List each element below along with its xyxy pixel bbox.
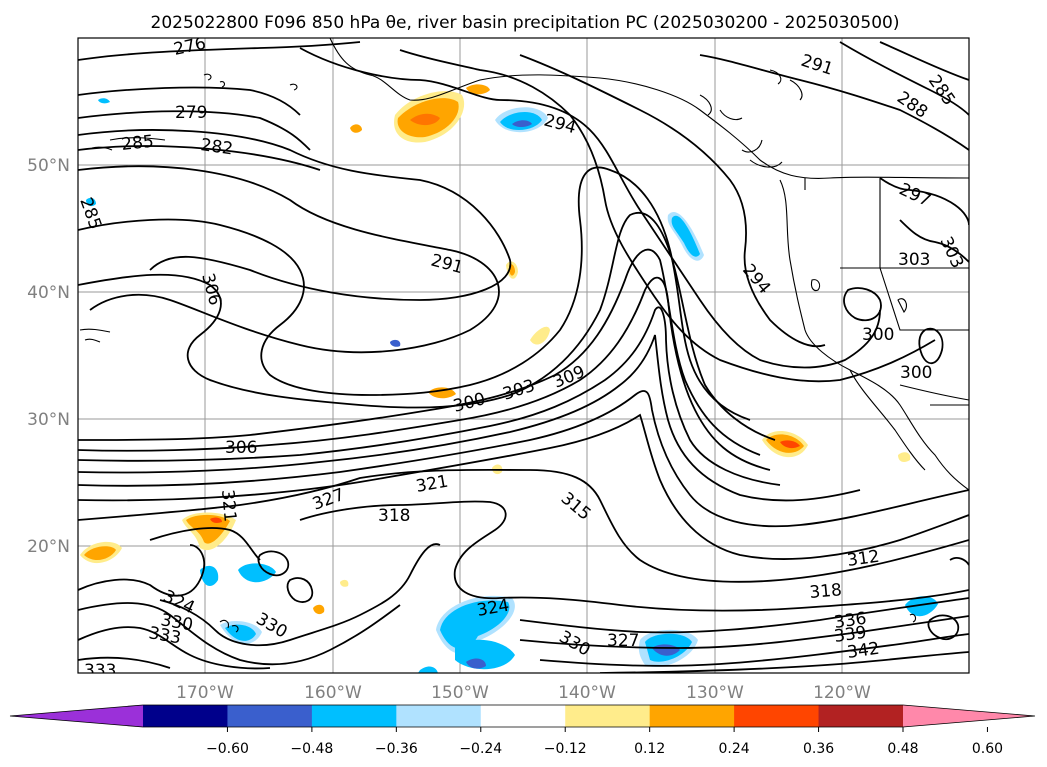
lon-label: 130°W (686, 683, 744, 703)
map-area (78, 38, 969, 673)
colorbar-segment (396, 705, 482, 727)
lon-label: 120°W (813, 683, 871, 703)
contour-label: 318 (378, 506, 410, 526)
lon-label: 150°W (431, 683, 489, 703)
contour-label: 300 (862, 325, 894, 345)
lon-label: 140°W (558, 683, 616, 703)
colorbar-segment (565, 705, 651, 727)
colorbar-segment (311, 705, 397, 727)
colorbar-tick-label: −0.36 (375, 741, 418, 757)
precip-positive-areas (80, 84, 911, 615)
contour-label: 300 (900, 363, 932, 383)
colorbar-tick-label: −0.48 (290, 741, 333, 757)
map-title: 2025022800 F096 850 hPa θe, river basin … (151, 13, 900, 33)
contour-label: 327 (607, 631, 639, 651)
colorbar-ticks: −0.60 −0.48 −0.36 −0.24 −0.12 0.12 0.24 0.36 0.4… (206, 727, 1003, 757)
colorbar-segment (143, 705, 228, 727)
lat-label: 50°N (27, 156, 70, 176)
contour-label: 339 (833, 623, 868, 647)
lon-label: 160°W (304, 683, 362, 703)
contour-label: 312 (846, 547, 881, 571)
lat-label: 20°N (27, 537, 70, 557)
contour-label: 303 (898, 250, 930, 270)
lat-label: 40°N (27, 283, 70, 303)
contour-label: 285 (120, 132, 154, 155)
colorbar-extend-left (10, 705, 143, 727)
contour-label-group: 276 279 282 285 285 291 294 291 288 285 … (78, 34, 967, 681)
colorbar-segment (818, 705, 904, 727)
colorbar-segments (143, 705, 904, 727)
colorbar-outline (9, 704, 1036, 728)
contour-label: 336 (833, 609, 868, 633)
colorbar-segment (734, 705, 820, 727)
latitude-labels: 50°N 40°N 30°N 20°N (27, 156, 70, 557)
contour-label: 306 (225, 438, 257, 458)
colorbar-extend-right (903, 705, 1035, 727)
colorbar-tick-label: 0.60 (972, 741, 1003, 757)
colorbar-tick-label: 0.12 (634, 741, 665, 757)
contour-label: 276 (172, 34, 208, 60)
colorbar-tick-label: −0.60 (206, 741, 249, 757)
theta-e-contours (78, 41, 969, 673)
contour-label: 282 (199, 135, 234, 159)
lon-label: 170°W (176, 683, 234, 703)
colorbar-tick-label: −0.12 (544, 741, 587, 757)
contour-label: 279 (175, 103, 207, 123)
contour-label: 318 (809, 580, 843, 603)
colorbar-tick-label: 0.36 (803, 741, 834, 757)
contour-label: 321 (217, 489, 240, 523)
contour-label: 342 (846, 639, 881, 663)
map-frame (77, 37, 970, 674)
contour-label: 333 (84, 661, 116, 681)
longitude-labels: 170°W 160°W 150°W 140°W 130°W 120°W (176, 683, 871, 703)
colorbar-segment (480, 705, 566, 727)
colorbar-tick-label: −0.24 (459, 741, 502, 757)
colorbar-tick-label: 0.48 (887, 741, 918, 757)
colorbar: −0.60 −0.48 −0.36 −0.24 −0.12 0.12 0.24 0.36 0.4… (9, 704, 1036, 757)
colorbar-tick-label: 0.24 (719, 741, 750, 757)
colorbar-segment (649, 705, 735, 727)
lat-label: 30°N (27, 410, 70, 430)
colorbar-segment (227, 705, 313, 727)
